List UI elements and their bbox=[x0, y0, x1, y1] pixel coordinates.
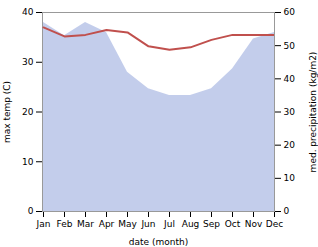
svg-text:Nov: Nov bbox=[245, 219, 263, 229]
svg-text:10: 10 bbox=[22, 157, 34, 167]
svg-text:40: 40 bbox=[22, 7, 34, 17]
svg-text:50: 50 bbox=[284, 41, 296, 51]
svg-text:Jan: Jan bbox=[36, 219, 51, 229]
svg-text:max temp (C): max temp (C) bbox=[2, 81, 12, 143]
svg-text:med. precipitation (kg/m2): med. precipitation (kg/m2) bbox=[308, 52, 318, 173]
svg-text:0: 0 bbox=[28, 206, 34, 216]
svg-text:Mar: Mar bbox=[77, 219, 94, 229]
svg-text:Jun: Jun bbox=[140, 219, 155, 229]
svg-text:0: 0 bbox=[284, 206, 290, 216]
svg-text:Apr: Apr bbox=[99, 219, 115, 229]
svg-text:Aug: Aug bbox=[182, 219, 200, 229]
svg-text:May: May bbox=[118, 219, 137, 229]
svg-text:30: 30 bbox=[284, 107, 296, 117]
svg-text:40: 40 bbox=[284, 74, 296, 84]
svg-text:Feb: Feb bbox=[57, 219, 73, 229]
svg-text:Dec: Dec bbox=[266, 219, 283, 229]
svg-text:Sep: Sep bbox=[203, 219, 220, 229]
svg-text:date (month): date (month) bbox=[129, 237, 188, 247]
svg-text:Jul: Jul bbox=[163, 219, 175, 229]
svg-text:10: 10 bbox=[284, 173, 296, 183]
svg-text:20: 20 bbox=[22, 107, 34, 117]
svg-text:Oct: Oct bbox=[225, 219, 241, 229]
svg-text:20: 20 bbox=[284, 140, 296, 150]
svg-text:60: 60 bbox=[284, 7, 296, 17]
svg-text:30: 30 bbox=[22, 57, 34, 67]
